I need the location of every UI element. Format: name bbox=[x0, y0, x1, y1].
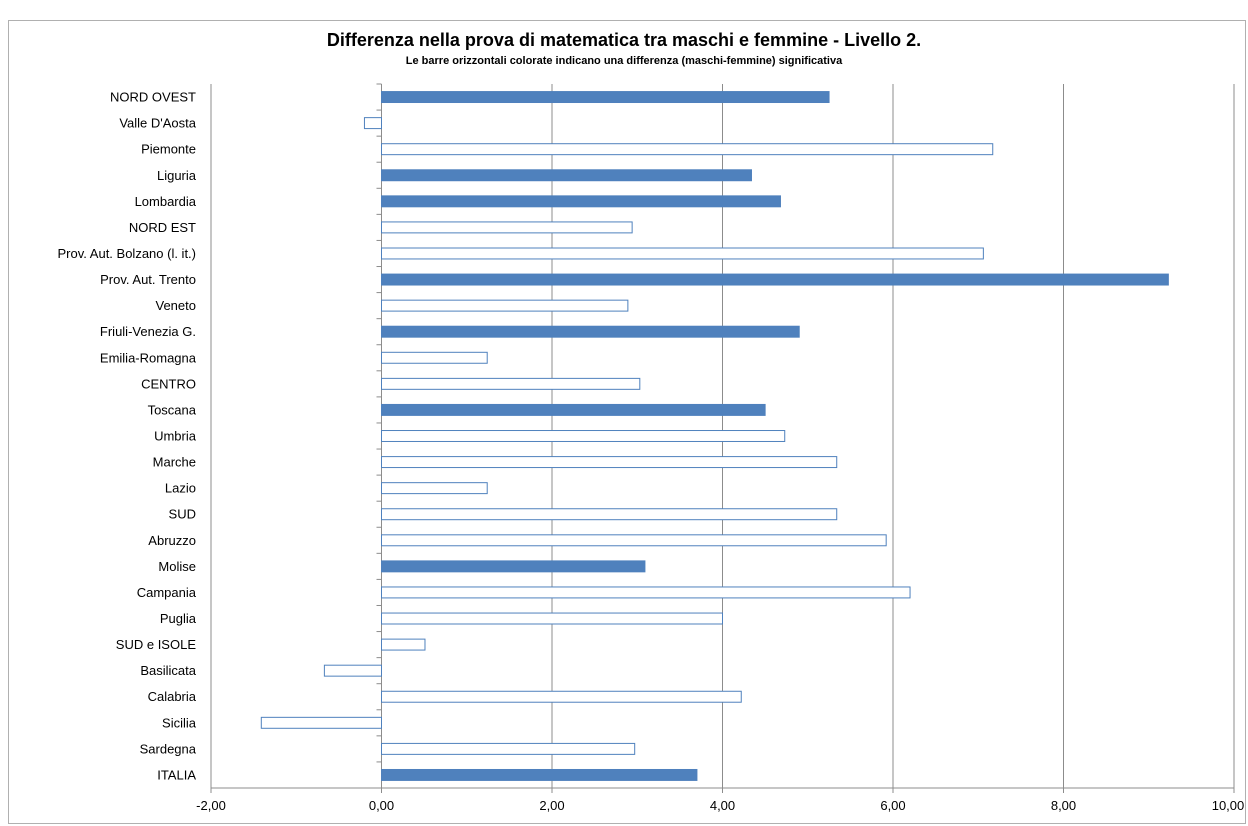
bars bbox=[260, 91, 1169, 781]
x-tick-label: 4,00 bbox=[710, 798, 735, 813]
category-label: Lombardia bbox=[135, 194, 197, 209]
bar bbox=[381, 273, 1169, 286]
bar bbox=[381, 690, 742, 703]
category-label: Sardegna bbox=[140, 741, 197, 756]
bar bbox=[381, 351, 488, 364]
chart-subtitle: Le barre orizzontali colorate indicano u… bbox=[405, 55, 843, 67]
x-tick-label: 0,00 bbox=[369, 798, 394, 813]
bar bbox=[381, 456, 838, 469]
category-label: Puglia bbox=[160, 611, 197, 626]
bar bbox=[381, 508, 838, 521]
category-label: Veneto bbox=[156, 298, 197, 313]
bar bbox=[260, 716, 382, 729]
category-label: Lazio bbox=[165, 481, 196, 496]
category-label: Friuli-Venezia G. bbox=[100, 324, 196, 339]
bar bbox=[381, 221, 633, 234]
bar bbox=[381, 430, 786, 442]
category-label: ITALIA bbox=[157, 767, 196, 782]
bar bbox=[381, 377, 641, 390]
bar bbox=[381, 91, 830, 104]
bar bbox=[381, 742, 636, 755]
category-label: CENTRO bbox=[141, 376, 196, 391]
category-label: Prov. Aut. Bolzano (l. it.) bbox=[58, 246, 196, 261]
bar bbox=[381, 638, 426, 651]
category-label: Prov. Aut. Trento bbox=[100, 272, 196, 287]
category-label: Umbria bbox=[154, 429, 197, 444]
category-label: NORD EST bbox=[129, 220, 196, 235]
chart-title: Differenza nella prova di matematica tra… bbox=[326, 30, 922, 50]
bar bbox=[381, 169, 752, 182]
x-tick-label: -2,00 bbox=[196, 798, 226, 813]
category-label: Marche bbox=[153, 455, 196, 470]
category-label: NORD OVEST bbox=[110, 90, 196, 105]
category-label: Abruzzo bbox=[148, 533, 196, 548]
category-label: SUD bbox=[169, 507, 196, 522]
category-label: Calabria bbox=[148, 689, 197, 704]
bar bbox=[381, 768, 698, 781]
category-labels: NORD OVEST Valle D'Aosta Piemonte Liguria Lo… bbox=[58, 90, 197, 783]
bar bbox=[381, 299, 629, 312]
bar bbox=[381, 325, 800, 338]
category-label: Campania bbox=[137, 585, 197, 600]
category-label: Piemonte bbox=[141, 142, 196, 157]
x-tick-label: 8,00 bbox=[1051, 798, 1076, 813]
bar bbox=[381, 482, 488, 495]
bar bbox=[381, 247, 984, 260]
x-tick-label: 2,00 bbox=[539, 798, 564, 813]
category-label: Toscana bbox=[148, 402, 197, 417]
x-tick-label: 6,00 bbox=[880, 798, 905, 813]
x-tick-labels: -2,00 0,00 2,00 4,00 6,00 8,00 10,00 bbox=[196, 798, 1244, 813]
bar bbox=[363, 117, 383, 130]
category-label: Valle D'Aosta bbox=[119, 116, 196, 131]
category-label: Basilicata bbox=[140, 663, 196, 678]
category-label: Sicilia bbox=[162, 715, 197, 730]
category-label: Liguria bbox=[157, 168, 197, 183]
x-tick-label: 10,00 bbox=[1212, 798, 1245, 813]
bar bbox=[323, 664, 383, 677]
bar bbox=[381, 612, 723, 625]
bar bbox=[381, 534, 887, 547]
bar bbox=[381, 586, 911, 599]
category-label: Molise bbox=[158, 559, 196, 574]
bar bbox=[381, 195, 781, 208]
category-label: SUD e ISOLE bbox=[116, 637, 197, 652]
bar bbox=[381, 560, 646, 573]
bar bbox=[381, 403, 766, 416]
bar bbox=[381, 143, 994, 156]
category-label: Emilia-Romagna bbox=[100, 350, 197, 365]
